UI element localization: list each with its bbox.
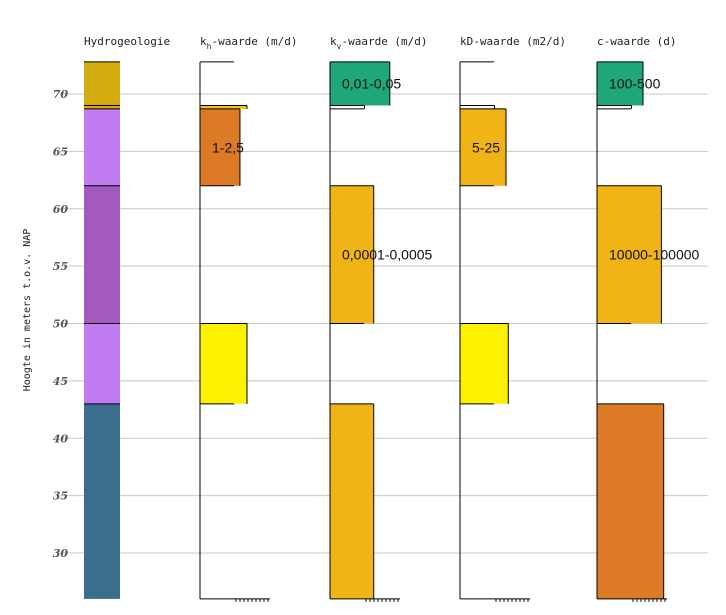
c-data-label-3: 10000-100000	[609, 247, 700, 263]
kD-data-label-2: 5-25	[472, 139, 500, 155]
c-bar-0	[597, 61, 643, 106]
column-hydro	[84, 61, 120, 599]
c-bar-5	[597, 403, 664, 599]
y-axis-label: Hoogte in meters t.o.v. NAP	[22, 229, 33, 392]
y-tick-label-70: 70	[53, 88, 69, 101]
header-rest-kv: -waarde (m/d)	[341, 35, 427, 48]
header-main-hydro: Hydrogeologie	[84, 35, 170, 48]
hydro-layer-5	[84, 403, 120, 599]
hydro-layer-3	[84, 185, 120, 324]
y-tick-layer: 30 35 40 45 50 55 60 65 70	[53, 88, 69, 560]
header-sub-kv: v	[337, 42, 342, 51]
column-header-c: c-waarde (d)	[597, 35, 676, 48]
columns-layer: 1-2,50,01-0,050,0001-0,00055-25100-50010…	[84, 61, 700, 602]
kh-bar-2	[200, 108, 240, 186]
y-tick-label-60: 60	[53, 203, 69, 216]
column-kv: 0,01-0,05 0,0001-0,0005	[329, 61, 433, 602]
header-main-kv: k	[330, 35, 337, 48]
column-header-hydro: Hydrogeologie	[84, 35, 170, 48]
kv-bar-3	[330, 185, 374, 324]
header-main-kD: kD-waarde (m2/d)	[460, 35, 566, 48]
y-tick-label-65: 65	[53, 145, 68, 158]
y-tick-label-35: 35	[53, 490, 68, 503]
column-kh: 1-2,5	[199, 61, 270, 602]
column-header-kh: kh-waarde (m/d)	[200, 35, 298, 51]
y-tick-label-50: 50	[53, 318, 69, 331]
hydro-layer-2	[84, 108, 120, 186]
kh-bar-1	[200, 105, 247, 109]
hydro-layer-0	[84, 61, 120, 106]
hydro-layer-4	[84, 323, 120, 404]
header-rest-kh: -waarde (m/d)	[211, 35, 297, 48]
header-sub-kh: h	[207, 42, 212, 51]
column-kD: 5-25	[459, 61, 530, 602]
hydro-layer-1	[84, 105, 120, 109]
y-tick-label-30: 30	[53, 547, 69, 560]
kD-bar-4	[460, 323, 509, 404]
kv-data-label-0: 0,01-0,05	[342, 76, 401, 92]
header-main-c: c-waarde (d)	[597, 35, 676, 48]
kv-bar-5	[330, 403, 374, 599]
kv-data-label-3: 0,0001-0,0005	[342, 247, 433, 263]
column-c: 100-500 10000-100000	[596, 61, 700, 602]
kh-data-label-2: 1-2,5	[212, 139, 244, 155]
column-header-kD: kD-waarde (m2/d)	[460, 35, 566, 48]
c-bar-3	[597, 185, 662, 324]
kD-bar-2	[460, 108, 506, 186]
header-layer: Hydrogeologie kh-waarde (m/d) kv-waarde (m…	[84, 35, 676, 51]
column-header-kv: kv-waarde (m/d)	[330, 35, 428, 51]
y-tick-label-40: 40	[53, 432, 69, 445]
y-tick-label-45: 45	[53, 375, 68, 388]
y-tick-label-55: 55	[53, 260, 68, 273]
kh-bar-4	[200, 323, 247, 404]
header-main-kh: k	[200, 35, 207, 48]
c-data-label-0: 100-500	[609, 76, 661, 92]
kv-bar-0	[330, 61, 390, 106]
